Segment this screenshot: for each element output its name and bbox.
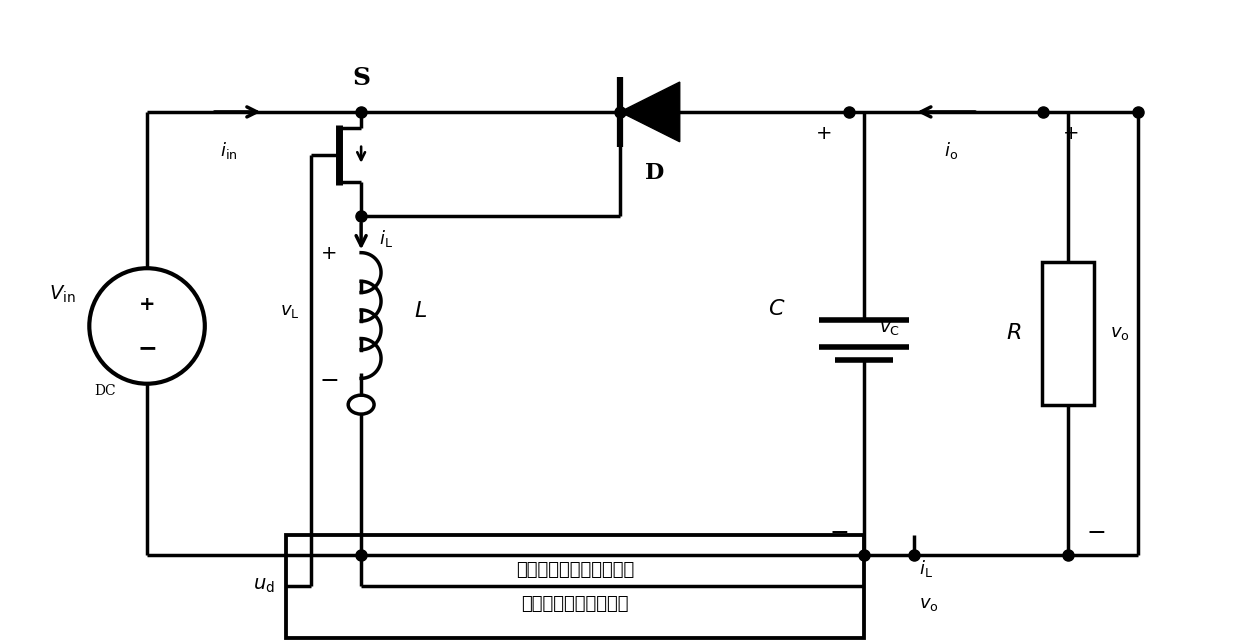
Text: $R$: $R$ bbox=[1006, 322, 1021, 344]
Text: −: − bbox=[138, 336, 157, 360]
Text: $v_{\rm o}$: $v_{\rm o}$ bbox=[919, 595, 939, 613]
Text: DC: DC bbox=[94, 384, 117, 397]
Text: $v_{\rm C}$: $v_{\rm C}$ bbox=[879, 319, 900, 337]
Text: D: D bbox=[645, 162, 665, 184]
Text: +: + bbox=[139, 295, 155, 313]
Text: $C$: $C$ bbox=[768, 297, 785, 320]
Text: $L$: $L$ bbox=[414, 299, 428, 322]
Text: −: − bbox=[320, 369, 340, 393]
Text: +: + bbox=[1063, 124, 1079, 144]
Text: $i_{\rm L}$: $i_{\rm L}$ bbox=[919, 558, 932, 579]
Text: S: S bbox=[352, 66, 370, 90]
Text: $u_{\rm d}$: $u_{\rm d}$ bbox=[253, 577, 274, 595]
Text: 基于端口受控耗散哈密顿: 基于端口受控耗散哈密顿 bbox=[516, 562, 635, 579]
Text: 模型的变阻尼无源控制: 模型的变阻尼无源控制 bbox=[522, 595, 629, 613]
Text: $v_{\rm L}$: $v_{\rm L}$ bbox=[280, 301, 299, 320]
Text: $V_{\rm in}$: $V_{\rm in}$ bbox=[48, 283, 76, 304]
Text: $i_{\rm o}$: $i_{\rm o}$ bbox=[944, 140, 959, 161]
Bar bbox=[1042, 262, 1094, 405]
Text: $i_{\rm in}$: $i_{\rm in}$ bbox=[219, 140, 237, 161]
Text: +: + bbox=[321, 244, 337, 263]
Text: −: − bbox=[830, 521, 849, 545]
Text: +: + bbox=[816, 124, 832, 144]
Bar bbox=[286, 535, 864, 638]
Text: $v_{\rm o}$: $v_{\rm o}$ bbox=[1110, 324, 1130, 342]
Text: −: − bbox=[1086, 521, 1106, 545]
Text: $i_{\rm L}$: $i_{\rm L}$ bbox=[379, 228, 393, 249]
Polygon shape bbox=[620, 82, 680, 142]
